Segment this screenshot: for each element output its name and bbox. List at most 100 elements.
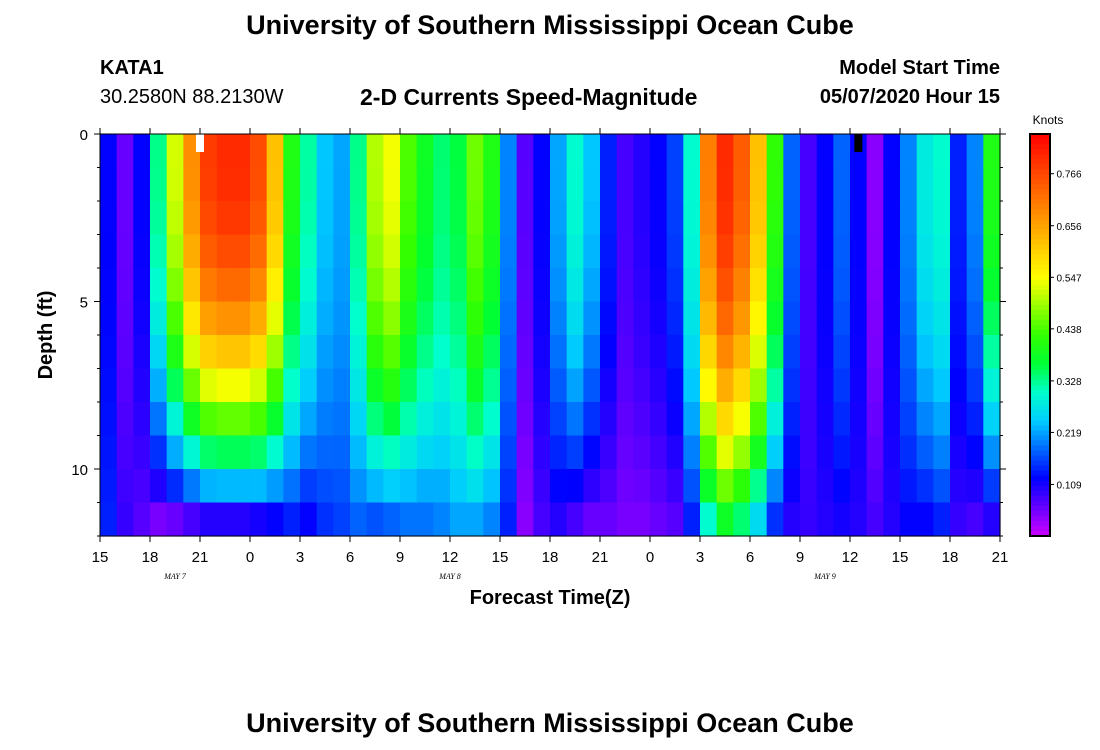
heatmap-cell: [533, 201, 551, 236]
heatmap-cell: [133, 234, 151, 269]
heatmap-cell: [633, 402, 651, 437]
heatmap-cell: [700, 301, 718, 336]
colorbar-segment: [1030, 515, 1050, 522]
colorbar-segment: [1030, 420, 1050, 427]
heatmap-cell: [316, 368, 334, 403]
heatmap-cell: [183, 167, 201, 202]
heatmap-cell: [850, 301, 868, 336]
heatmap-cell: [500, 335, 518, 370]
heatmap-cell: [283, 134, 301, 169]
heatmap-cell: [500, 234, 518, 269]
heatmap-cell: [533, 268, 551, 303]
colorbar-segment: [1030, 475, 1050, 482]
heatmap-cell: [383, 134, 401, 169]
heatmap-cell: [466, 469, 484, 504]
heatmap-cell: [383, 301, 401, 336]
heatmap-cell: [766, 268, 784, 303]
heatmap-cell: [183, 368, 201, 403]
heatmap-cell: [350, 234, 368, 269]
heatmap-cell: [516, 234, 534, 269]
heatmap-cell: [883, 167, 901, 202]
heatmap-cell: [100, 502, 118, 537]
heatmap-cell: [833, 167, 851, 202]
heatmap-cell: [633, 234, 651, 269]
heatmap-cell: [183, 435, 201, 470]
colorbar-segment: [1030, 465, 1050, 472]
heatmap-cell: [983, 167, 1001, 202]
heatmap-cell: [116, 201, 134, 236]
heatmap-cell: [650, 435, 668, 470]
heatmap-cell: [716, 301, 734, 336]
heatmap-cell: [866, 402, 884, 437]
heatmap-cell: [400, 368, 418, 403]
heatmap-cell: [516, 268, 534, 303]
heatmap-cell: [600, 335, 618, 370]
heatmap-cell: [550, 335, 568, 370]
heatmap-cell: [133, 402, 151, 437]
heatmap-cell: [300, 201, 318, 236]
colorbar-segment: [1030, 244, 1050, 251]
heatmap-cell: [683, 301, 701, 336]
heatmap-cell: [600, 502, 618, 537]
heatmap-cell: [133, 167, 151, 202]
x-tick-label: 9: [796, 549, 804, 566]
heatmap-cell: [333, 469, 351, 504]
heatmap-cell: [533, 335, 551, 370]
heatmap-cell: [216, 167, 234, 202]
colorbar-segment: [1030, 284, 1050, 291]
heatmap-cell: [116, 134, 134, 169]
station-coordinates: 30.2580N 88.2130W: [100, 86, 284, 108]
colorbar-segment: [1030, 520, 1050, 527]
heatmap-cell: [916, 234, 934, 269]
heatmap-cell: [883, 368, 901, 403]
heatmap-cell: [816, 335, 834, 370]
heatmap-cell: [183, 268, 201, 303]
heatmap-cell: [950, 469, 968, 504]
heatmap-cell: [516, 435, 534, 470]
heatmap-cell: [383, 402, 401, 437]
colorbar-segment: [1030, 219, 1050, 226]
x-tick-label: 0: [246, 549, 254, 566]
colorbar-segment: [1030, 309, 1050, 316]
heatmap-cell: [850, 402, 868, 437]
heatmap-cell: [566, 134, 584, 169]
heatmap-cell: [450, 502, 468, 537]
heatmap-cell: [300, 335, 318, 370]
heatmap-cell: [816, 167, 834, 202]
heatmap-cell: [733, 301, 751, 336]
heatmap-cell: [383, 201, 401, 236]
heatmap-cell: [966, 502, 984, 537]
heatmap-cell: [616, 167, 634, 202]
colorbar-segment: [1030, 440, 1050, 447]
heatmap-cell: [150, 301, 168, 336]
heatmap-cell: [866, 268, 884, 303]
heatmap-cell: [366, 134, 384, 169]
heatmap-cell: [466, 268, 484, 303]
heatmap-cell: [283, 234, 301, 269]
heatmap-cell: [683, 134, 701, 169]
colorbar-segment: [1030, 395, 1050, 401]
heatmap-cell: [966, 201, 984, 236]
heatmap-cell: [533, 234, 551, 269]
heatmap-cell: [216, 502, 234, 537]
heatmap-cell: [116, 435, 134, 470]
heatmap-cell: [100, 167, 118, 202]
heatmap-cell: [433, 201, 451, 236]
heatmap-cell: [700, 435, 718, 470]
heatmap-cell: [316, 402, 334, 437]
colorbar-segment: [1030, 360, 1050, 366]
heatmap-cell: [350, 201, 368, 236]
heatmap-cell: [783, 368, 801, 403]
heatmap-cell: [933, 301, 951, 336]
heatmap-cell: [716, 335, 734, 370]
date-label: MAY 8: [438, 572, 461, 581]
heatmap-cell: [283, 435, 301, 470]
heatmap-cell: [450, 167, 468, 202]
heatmap-cell: [950, 435, 968, 470]
heatmap-cell: [883, 268, 901, 303]
heatmap-cell: [150, 469, 168, 504]
heatmap-cell: [650, 234, 668, 269]
heatmap-cell: [100, 268, 118, 303]
heatmap-cell: [333, 402, 351, 437]
heatmap-cell: [483, 167, 501, 202]
